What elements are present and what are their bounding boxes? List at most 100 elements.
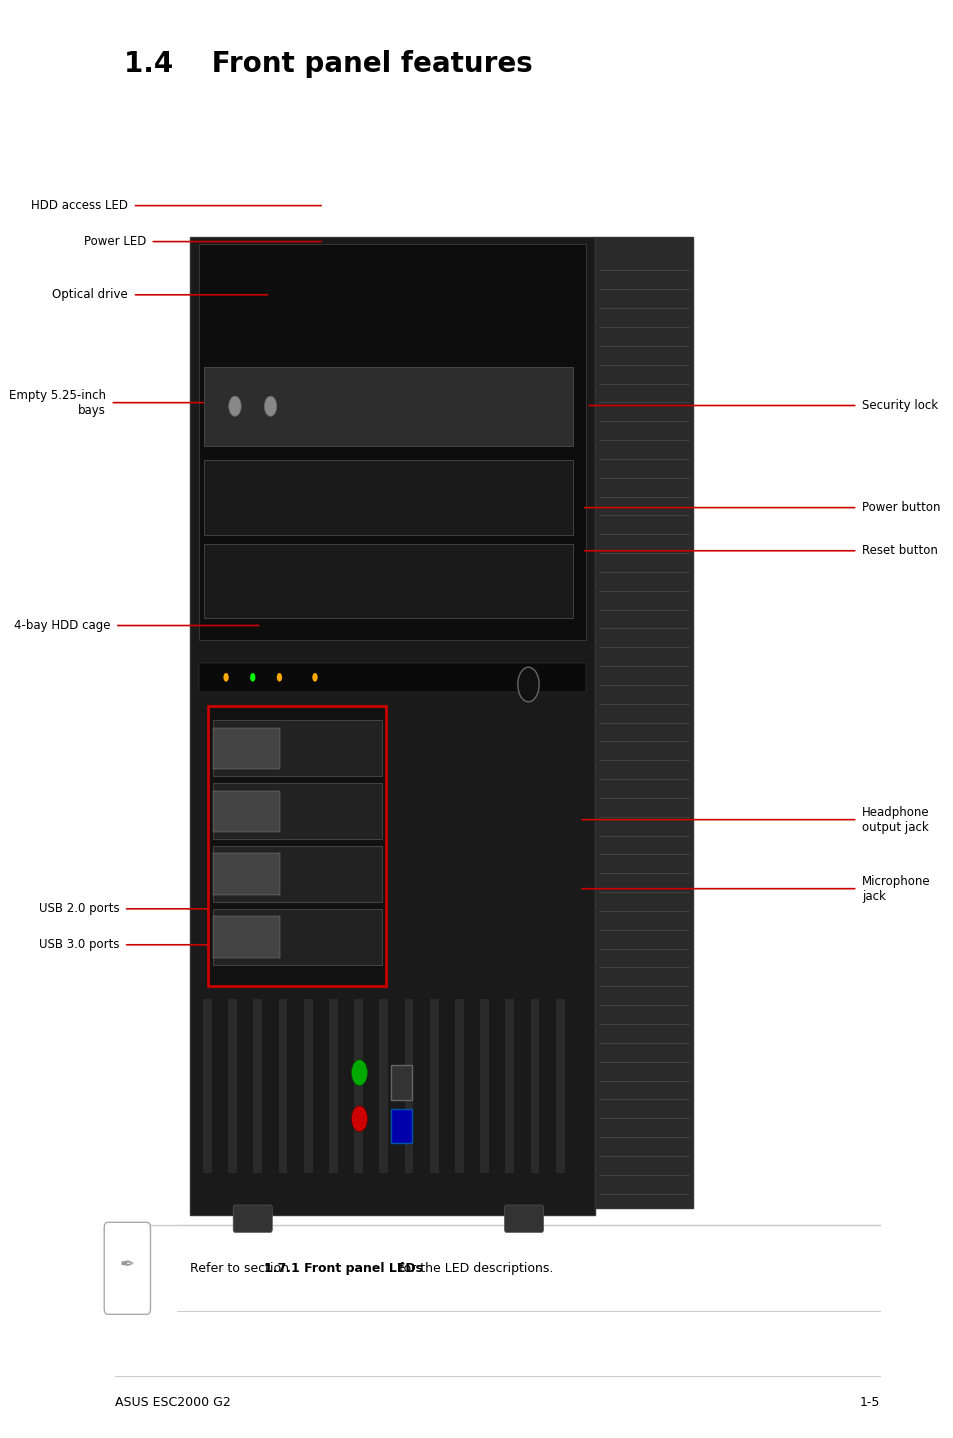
FancyBboxPatch shape	[253, 999, 262, 1011]
FancyBboxPatch shape	[379, 1145, 388, 1156]
FancyBboxPatch shape	[203, 999, 212, 1011]
FancyBboxPatch shape	[204, 460, 573, 535]
FancyBboxPatch shape	[379, 1017, 388, 1028]
FancyBboxPatch shape	[455, 1145, 463, 1156]
FancyBboxPatch shape	[329, 1008, 337, 1020]
FancyBboxPatch shape	[429, 1162, 438, 1173]
Text: ASUS ESC2000 G2: ASUS ESC2000 G2	[114, 1395, 231, 1409]
FancyBboxPatch shape	[479, 1076, 489, 1089]
Circle shape	[517, 667, 538, 702]
FancyBboxPatch shape	[303, 1102, 313, 1113]
FancyBboxPatch shape	[479, 1127, 489, 1139]
Text: Empty 5.25-inch
bays: Empty 5.25-inch bays	[9, 388, 106, 417]
FancyBboxPatch shape	[379, 1102, 388, 1113]
FancyBboxPatch shape	[530, 1127, 538, 1139]
FancyBboxPatch shape	[228, 1034, 236, 1045]
FancyBboxPatch shape	[228, 1119, 236, 1130]
FancyBboxPatch shape	[253, 1051, 262, 1063]
FancyBboxPatch shape	[204, 544, 573, 618]
FancyBboxPatch shape	[530, 1025, 538, 1037]
FancyBboxPatch shape	[379, 1008, 388, 1020]
FancyBboxPatch shape	[479, 1034, 489, 1045]
FancyBboxPatch shape	[530, 1017, 538, 1028]
FancyBboxPatch shape	[530, 1068, 538, 1080]
FancyBboxPatch shape	[213, 720, 381, 777]
FancyBboxPatch shape	[329, 1153, 337, 1165]
FancyBboxPatch shape	[530, 1145, 538, 1156]
FancyBboxPatch shape	[429, 1145, 438, 1156]
FancyBboxPatch shape	[556, 999, 564, 1011]
FancyBboxPatch shape	[455, 1110, 463, 1122]
FancyBboxPatch shape	[278, 1162, 287, 1173]
FancyBboxPatch shape	[303, 1145, 313, 1156]
FancyBboxPatch shape	[479, 1145, 489, 1156]
FancyBboxPatch shape	[278, 1008, 287, 1020]
FancyBboxPatch shape	[329, 1102, 337, 1113]
FancyBboxPatch shape	[429, 1084, 438, 1096]
FancyBboxPatch shape	[390, 1109, 412, 1143]
Circle shape	[229, 395, 241, 417]
FancyBboxPatch shape	[233, 1205, 272, 1232]
FancyBboxPatch shape	[455, 1043, 463, 1054]
FancyBboxPatch shape	[228, 1060, 236, 1071]
FancyBboxPatch shape	[303, 1043, 313, 1054]
FancyBboxPatch shape	[479, 1051, 489, 1063]
FancyBboxPatch shape	[556, 1034, 564, 1045]
FancyBboxPatch shape	[429, 1051, 438, 1063]
FancyBboxPatch shape	[404, 1093, 413, 1104]
FancyBboxPatch shape	[556, 1110, 564, 1122]
FancyBboxPatch shape	[354, 1043, 363, 1054]
FancyBboxPatch shape	[329, 1093, 337, 1104]
FancyBboxPatch shape	[329, 1034, 337, 1045]
FancyBboxPatch shape	[556, 1025, 564, 1037]
FancyBboxPatch shape	[203, 1102, 212, 1113]
FancyBboxPatch shape	[479, 1153, 489, 1165]
FancyBboxPatch shape	[278, 1093, 287, 1104]
FancyBboxPatch shape	[505, 999, 514, 1011]
FancyBboxPatch shape	[329, 1076, 337, 1089]
FancyBboxPatch shape	[354, 1025, 363, 1037]
FancyBboxPatch shape	[253, 1110, 262, 1122]
FancyBboxPatch shape	[253, 1060, 262, 1071]
FancyBboxPatch shape	[404, 1162, 413, 1173]
FancyBboxPatch shape	[479, 1102, 489, 1113]
FancyBboxPatch shape	[303, 1051, 313, 1063]
FancyBboxPatch shape	[379, 1076, 388, 1089]
FancyBboxPatch shape	[354, 1127, 363, 1139]
FancyBboxPatch shape	[253, 1034, 262, 1045]
FancyBboxPatch shape	[505, 1110, 514, 1122]
FancyBboxPatch shape	[404, 1060, 413, 1071]
Text: USB 2.0 ports: USB 2.0 ports	[39, 902, 119, 916]
FancyBboxPatch shape	[429, 999, 438, 1011]
FancyBboxPatch shape	[329, 1110, 337, 1122]
Text: Security lock: Security lock	[862, 398, 937, 413]
Text: USB 3.0 ports: USB 3.0 ports	[39, 938, 119, 952]
FancyBboxPatch shape	[404, 1145, 413, 1156]
FancyBboxPatch shape	[228, 1008, 236, 1020]
FancyBboxPatch shape	[455, 1119, 463, 1130]
FancyBboxPatch shape	[203, 1110, 212, 1122]
FancyBboxPatch shape	[203, 1043, 212, 1054]
FancyBboxPatch shape	[203, 1127, 212, 1139]
FancyBboxPatch shape	[329, 1025, 337, 1037]
Text: 1.4    Front panel features: 1.4 Front panel features	[124, 50, 532, 78]
FancyBboxPatch shape	[228, 1110, 236, 1122]
FancyBboxPatch shape	[253, 1017, 262, 1028]
FancyBboxPatch shape	[329, 1162, 337, 1173]
FancyBboxPatch shape	[278, 1127, 287, 1139]
FancyBboxPatch shape	[455, 1136, 463, 1148]
Circle shape	[351, 1060, 367, 1086]
FancyBboxPatch shape	[530, 1110, 538, 1122]
FancyBboxPatch shape	[329, 1084, 337, 1096]
FancyBboxPatch shape	[429, 1110, 438, 1122]
FancyBboxPatch shape	[530, 1102, 538, 1113]
FancyBboxPatch shape	[479, 1093, 489, 1104]
FancyBboxPatch shape	[303, 1025, 313, 1037]
FancyBboxPatch shape	[530, 999, 538, 1011]
FancyBboxPatch shape	[404, 1119, 413, 1130]
FancyBboxPatch shape	[228, 1136, 236, 1148]
FancyBboxPatch shape	[253, 1008, 262, 1020]
FancyBboxPatch shape	[429, 1025, 438, 1037]
FancyBboxPatch shape	[379, 999, 388, 1011]
FancyBboxPatch shape	[203, 1136, 212, 1148]
